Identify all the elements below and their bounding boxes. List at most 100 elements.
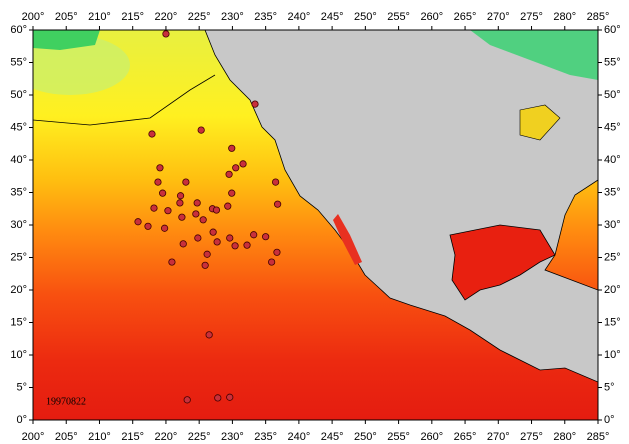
station-marker — [182, 178, 190, 186]
x-tick-label: 280° — [553, 11, 576, 23]
x-tick-label: 210° — [88, 11, 111, 23]
station-marker — [168, 258, 176, 266]
x-tick-label: 285° — [587, 11, 610, 23]
cool-water — [33, 35, 130, 95]
x-tick-label: 285° — [587, 431, 610, 443]
station-marker — [228, 144, 236, 152]
y-tick-label: 55° — [604, 56, 621, 68]
x-tick-label: 275° — [520, 11, 543, 23]
station-marker — [193, 199, 201, 207]
x-tick-label: 235° — [254, 431, 277, 443]
x-tick-label: 200° — [22, 11, 45, 23]
y-tick-label: 45° — [604, 121, 621, 133]
x-tick-label: 215° — [121, 11, 144, 23]
station-marker — [228, 189, 236, 197]
station-marker — [154, 178, 162, 186]
station-marker — [199, 216, 207, 224]
station-marker — [178, 213, 186, 221]
station-marker — [212, 206, 221, 214]
x-tick-label: 210° — [88, 431, 111, 443]
north-water — [470, 30, 598, 80]
gulf-of-california — [333, 214, 362, 265]
x-tick-label: 205° — [55, 11, 78, 23]
y-tick-label: 35° — [604, 186, 621, 198]
station-marker — [243, 241, 251, 249]
station-marker — [268, 258, 276, 266]
station-marker — [161, 224, 169, 232]
station-marker — [273, 248, 281, 256]
y-tick-label: 60° — [10, 24, 27, 36]
x-tick-label: 250° — [354, 431, 377, 443]
alaska — [33, 30, 100, 50]
x-tick-label: 215° — [121, 431, 144, 443]
station-marker — [224, 202, 232, 210]
y-tick-label: 10° — [604, 349, 621, 361]
station-marker — [213, 238, 221, 246]
station-marker — [159, 189, 167, 197]
x-tick-label: 250° — [354, 11, 377, 23]
station-marker — [226, 393, 234, 401]
station-marker — [209, 228, 217, 236]
gulf-of-mexico — [449, 224, 556, 301]
x-tick-label: 245° — [321, 431, 344, 443]
x-tick-label: 245° — [321, 11, 344, 23]
station-marker — [201, 261, 209, 269]
x-tick-label: 280° — [553, 431, 576, 443]
north-america — [204, 30, 598, 383]
station-marker — [250, 231, 258, 239]
station-marker — [156, 164, 164, 172]
station-marker — [203, 250, 211, 258]
station-marker — [225, 170, 233, 178]
y-tick-label: 15° — [10, 316, 27, 328]
x-tick-label: 205° — [55, 431, 78, 443]
station-marker — [183, 396, 191, 404]
y-tick-label: 10° — [10, 349, 27, 361]
x-tick-label: 275° — [520, 431, 543, 443]
station-marker — [134, 218, 142, 226]
station-marker — [272, 178, 280, 186]
x-tick-label: 230° — [221, 431, 244, 443]
x-tick-label: 255° — [387, 11, 410, 23]
station-marker — [232, 164, 240, 172]
y-tick-label: 60° — [604, 24, 621, 36]
station-marker — [192, 210, 200, 218]
x-tick-label: 255° — [387, 431, 410, 443]
y-tick-label: 40° — [10, 154, 27, 166]
x-tick-label: 270° — [487, 11, 510, 23]
y-tick-label: 25° — [604, 251, 621, 263]
station-marker — [179, 240, 187, 248]
station-marker — [239, 160, 247, 168]
x-tick-label: 230° — [221, 11, 244, 23]
great-lakes — [519, 104, 561, 141]
x-tick-label: 225° — [188, 431, 211, 443]
y-tick-label: 40° — [604, 154, 621, 166]
x-tick-label: 260° — [420, 11, 443, 23]
station-marker — [150, 204, 158, 212]
y-tick-label: 15° — [604, 316, 621, 328]
station-marker — [197, 126, 205, 134]
y-tick-label: 35° — [10, 186, 27, 198]
map-layer — [33, 30, 598, 420]
station-marker — [274, 200, 282, 208]
y-tick-label: 30° — [10, 219, 27, 231]
y-tick-label: 20° — [10, 284, 27, 296]
y-tick-label: 30° — [604, 219, 621, 231]
station-marker — [144, 222, 152, 230]
x-tick-label: 260° — [420, 431, 443, 443]
y-tick-label: 0° — [16, 414, 27, 426]
y-tick-label: 0° — [604, 414, 615, 426]
station-marker — [176, 192, 185, 200]
x-tick-label: 240° — [287, 431, 310, 443]
station-marker — [194, 234, 202, 242]
x-tick-label: 270° — [487, 431, 510, 443]
date-label: 19970822 — [46, 396, 86, 407]
x-tick-label: 235° — [254, 11, 277, 23]
station-marker — [231, 242, 239, 250]
x-tick-label: 265° — [454, 431, 477, 443]
y-tick-label: 5° — [16, 381, 27, 393]
x-tick-label: 200° — [22, 431, 45, 443]
contour — [33, 74, 216, 126]
station-marker — [205, 331, 213, 339]
y-tick-label: 55° — [10, 56, 27, 68]
